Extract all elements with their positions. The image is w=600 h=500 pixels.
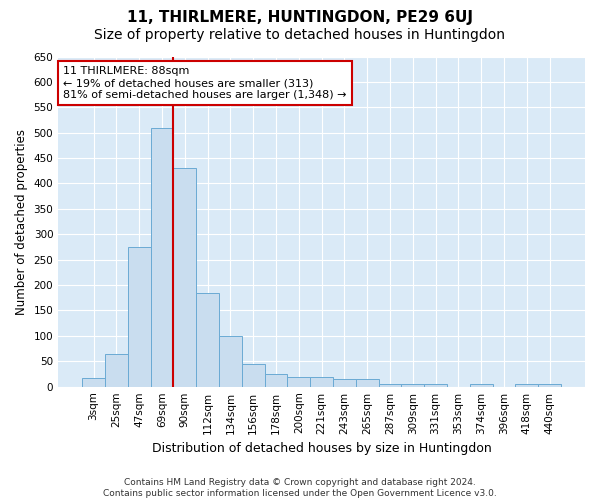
Bar xyxy=(515,384,538,386)
Bar xyxy=(287,376,310,386)
Bar xyxy=(128,247,151,386)
Text: 11 THIRLMERE: 88sqm
← 19% of detached houses are smaller (313)
81% of semi-detac: 11 THIRLMERE: 88sqm ← 19% of detached ho… xyxy=(64,66,347,100)
Bar xyxy=(310,376,333,386)
Bar xyxy=(333,379,356,386)
Bar xyxy=(105,354,128,386)
Bar xyxy=(424,384,447,386)
Text: Contains HM Land Registry data © Crown copyright and database right 2024.
Contai: Contains HM Land Registry data © Crown c… xyxy=(103,478,497,498)
X-axis label: Distribution of detached houses by size in Huntingdon: Distribution of detached houses by size … xyxy=(152,442,491,455)
Bar xyxy=(219,336,242,386)
Bar xyxy=(151,128,173,386)
Bar xyxy=(173,168,196,386)
Bar xyxy=(356,379,379,386)
Text: 11, THIRLMERE, HUNTINGDON, PE29 6UJ: 11, THIRLMERE, HUNTINGDON, PE29 6UJ xyxy=(127,10,473,25)
Bar xyxy=(265,374,287,386)
Bar xyxy=(379,384,401,386)
Bar xyxy=(401,384,424,386)
Text: Size of property relative to detached houses in Huntingdon: Size of property relative to detached ho… xyxy=(95,28,505,42)
Y-axis label: Number of detached properties: Number of detached properties xyxy=(15,128,28,314)
Bar xyxy=(242,364,265,386)
Bar xyxy=(470,384,493,386)
Bar xyxy=(538,384,561,386)
Bar xyxy=(196,292,219,386)
Bar xyxy=(82,378,105,386)
